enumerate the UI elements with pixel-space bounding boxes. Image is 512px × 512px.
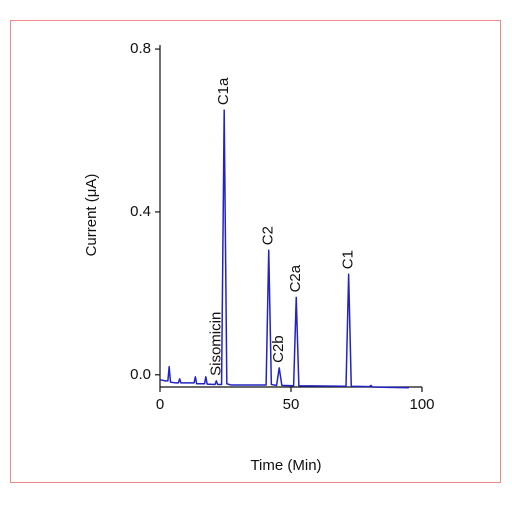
y-tick-label: 0.4 <box>130 203 151 220</box>
peak-label: C1 <box>340 250 357 269</box>
x-axis-label: Time (Min) <box>250 457 321 474</box>
peak-label: C1a <box>215 77 232 105</box>
y-tick-label: 0.8 <box>130 40 151 57</box>
peak-label: C2b <box>270 335 287 363</box>
data-line <box>159 109 409 389</box>
peak-label: C2 <box>260 226 277 245</box>
x-tick-label: 50 <box>283 396 300 413</box>
y-tick-label: 0.0 <box>130 366 151 383</box>
peak-label: Sisomicin <box>207 312 224 376</box>
x-tick-label: 0 <box>156 396 164 413</box>
frame <box>10 20 501 483</box>
x-tick-label: 100 <box>409 396 434 413</box>
peak-label: C2a <box>287 264 304 292</box>
y-axis-label: Current (μA) <box>83 174 100 257</box>
